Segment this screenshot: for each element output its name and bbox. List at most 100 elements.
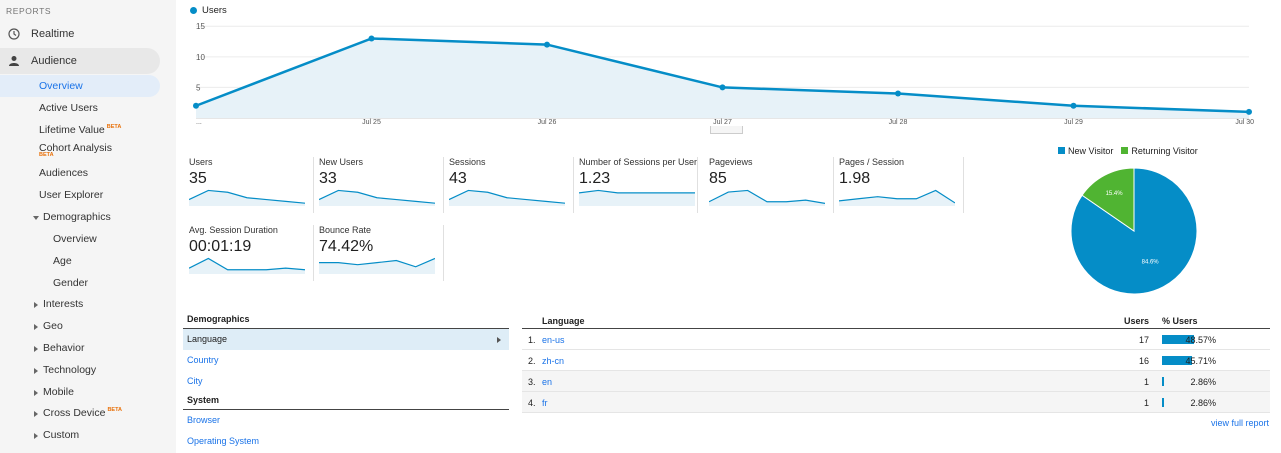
sidebar-item-label: Behavior	[43, 342, 85, 354]
sidebar: REPORTS Realtime Audience Overview Activ…	[0, 0, 176, 453]
caret-right-icon	[34, 302, 38, 308]
data-point[interactable]	[895, 90, 901, 97]
metric-value: 00:01:19	[189, 238, 252, 255]
sidebar-item-gender[interactable]: Gender	[0, 272, 160, 294]
sidebar-item-technology[interactable]: Technology	[0, 359, 160, 381]
caret-right-icon	[34, 433, 38, 439]
sidebar-item-label: Overview	[53, 233, 97, 245]
sidebar-item-label-wrap: Lifetime Value BETA	[39, 124, 121, 136]
data-point[interactable]	[544, 41, 550, 48]
sidebar-item-label: User Explorer	[39, 189, 104, 201]
sidebar-item-demographics-overview[interactable]: Overview	[0, 228, 160, 250]
pie-slice-label: 84.6%	[1142, 260, 1160, 266]
table-row: 4. fr 1 2.86%	[522, 392, 1270, 413]
x-tick-label: Jul 27	[713, 119, 732, 126]
dem-row-os[interactable]: Operating System	[183, 431, 509, 452]
metric-tile[interactable]: Avg. Session Duration 00:01:19	[186, 225, 314, 281]
sidebar-item-audience[interactable]: Audience	[0, 48, 160, 74]
legend-label: Returning Visitor	[1131, 146, 1198, 156]
language-link[interactable]: zh-cn	[542, 356, 565, 366]
dem-row-browser[interactable]: Browser	[183, 410, 509, 431]
table-row: 2. zh-cn 16 45.71%	[522, 350, 1270, 371]
pct-bar	[1162, 398, 1164, 407]
person-icon	[9, 56, 19, 66]
chart-resize-handle[interactable]	[710, 126, 743, 134]
pct-bar	[1162, 377, 1164, 386]
data-point[interactable]	[719, 84, 726, 91]
sidebar-item-cohort-analysis[interactable]: Cohort Analysis	[0, 137, 160, 159]
legend-item-returning: Returning Visitor	[1121, 146, 1198, 156]
legend-label: New Visitor	[1068, 146, 1114, 156]
data-point[interactable]	[193, 102, 199, 109]
pie-slice[interactable]	[1081, 167, 1135, 232]
clock-icon	[8, 28, 20, 40]
view-full-report-link[interactable]: view full report	[1211, 418, 1270, 428]
sidebar-item-mobile[interactable]: Mobile	[0, 381, 160, 403]
sidebar-item-user-explorer[interactable]: User Explorer	[0, 184, 160, 206]
metric-label: Pages / Session	[839, 157, 905, 167]
legend-swatch	[1121, 147, 1129, 154]
users-count: 1	[1143, 398, 1149, 408]
data-point[interactable]	[368, 35, 375, 42]
demographics-header: Demographics	[183, 314, 509, 329]
metric-tile[interactable]: Pages / Session 1.98	[836, 157, 964, 213]
metric-tile[interactable]: Users 35	[186, 157, 314, 213]
sidebar-item-active-users[interactable]: Active Users	[0, 97, 160, 119]
sidebar-item-interests[interactable]: Interests	[0, 293, 160, 315]
language-table: Language Users % Users 1. en-us 17 48.57% 2.…	[522, 314, 1270, 413]
sidebar-item-lifetime-value[interactable]: Lifetime Value BETA	[0, 119, 160, 141]
sidebar-item-realtime[interactable]: Realtime	[0, 21, 160, 47]
metric-label: Users	[189, 157, 213, 167]
sparkline-line	[709, 189, 825, 204]
data-point[interactable]	[1246, 108, 1252, 115]
pct-bar	[1162, 356, 1193, 365]
sidebar-item-geo[interactable]: Geo	[0, 315, 160, 337]
sidebar-item-behavior[interactable]: Behavior	[0, 337, 160, 359]
sidebar-item-label: Mobile	[43, 386, 74, 398]
x-tick-label: Jul 25	[362, 119, 381, 126]
sidebar-item-demographics[interactable]: Demographics	[0, 206, 160, 228]
sidebar-item-label: Cross Device	[43, 407, 106, 419]
dem-row-label: City	[187, 376, 203, 386]
x-tick-label: ...	[196, 119, 202, 126]
sparkline-line	[319, 189, 435, 204]
caret-right-icon	[34, 324, 38, 330]
beta-badge: BETA	[107, 407, 123, 413]
language-link[interactable]: fr	[542, 398, 548, 408]
sidebar-item-custom[interactable]: Custom	[0, 424, 160, 446]
sidebar-item-overview[interactable]: Overview	[0, 75, 160, 97]
table-row: 3. en 1 2.86%	[522, 371, 1270, 392]
sidebar-item-label: Technology	[43, 364, 97, 376]
dem-row-city[interactable]: City	[183, 371, 509, 392]
sidebar-item-label: Demographics	[43, 211, 111, 223]
row-number: 2.	[528, 356, 536, 366]
metric-tile[interactable]: Number of Sessions per User 1.23	[576, 157, 698, 213]
sidebar-item-label: Audiences	[39, 167, 89, 179]
pct-value: 45.71%	[1185, 356, 1216, 366]
language-link[interactable]: en	[542, 377, 553, 387]
dem-row-language[interactable]: Language	[183, 329, 509, 350]
metric-tile[interactable]: Pageviews 85	[706, 157, 834, 213]
sidebar-item-label: Gender	[53, 277, 89, 289]
col-pct-users: % Users	[1162, 316, 1198, 326]
sidebar-item-audiences[interactable]: Audiences	[0, 162, 160, 184]
metric-value: 74.42%	[319, 238, 374, 255]
users-count: 16	[1138, 356, 1149, 366]
sidebar-item-age[interactable]: Age	[0, 250, 160, 272]
metric-tile[interactable]: Sessions 43	[446, 157, 574, 213]
pct-value: 2.86%	[1190, 398, 1216, 408]
sparkline	[449, 189, 565, 206]
legend-swatch	[1058, 147, 1065, 154]
users-count: 1	[1143, 377, 1149, 387]
beta-badge: BETA	[106, 124, 122, 130]
sidebar-item-cross-device[interactable]: Cross Device BETA	[0, 402, 160, 424]
users-area-fill	[196, 38, 1249, 118]
metric-tile[interactable]: New Users 33	[316, 157, 444, 213]
demographics-table: Demographics Language Country City Syste…	[183, 314, 509, 452]
dem-row-country[interactable]: Country	[183, 350, 509, 371]
language-link[interactable]: en-us	[542, 335, 565, 345]
language-rows: 1. en-us 17 48.57% 2. zh-cn 16 45.71% 3. en 1 2.86%…	[522, 329, 1270, 413]
sidebar-audience-label: Audience	[31, 55, 77, 67]
metric-tile[interactable]: Bounce Rate 74.42%	[316, 225, 444, 281]
data-point[interactable]	[1070, 102, 1077, 109]
